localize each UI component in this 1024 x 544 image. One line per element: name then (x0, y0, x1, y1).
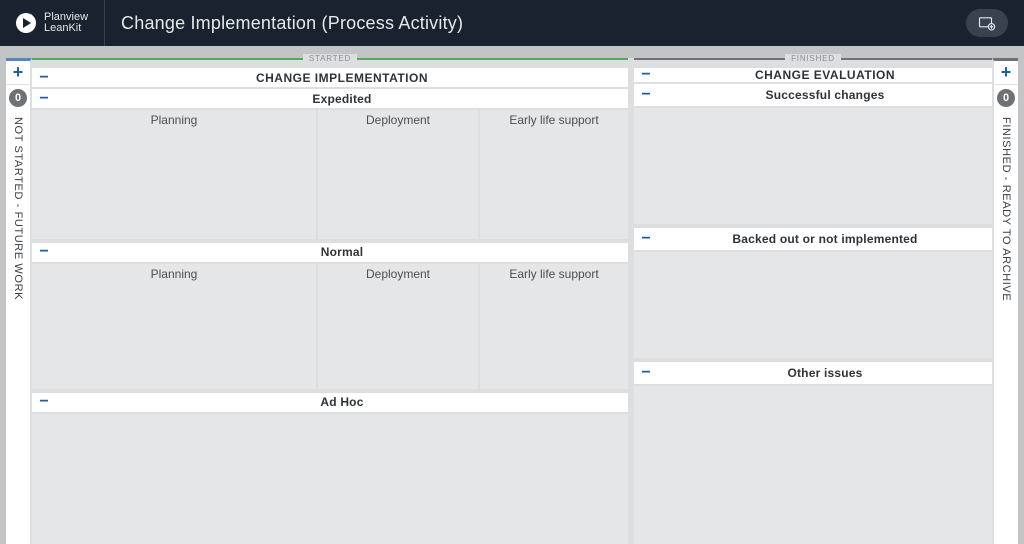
collapse-eval-section-button[interactable]: − (634, 367, 658, 379)
adhoc-body[interactable] (32, 414, 628, 544)
rail-finished: + 0 FINISHED - READY TO ARCHIVE (992, 58, 1018, 544)
column-header: Deployment (318, 110, 480, 129)
collapse-normal-button[interactable]: − (32, 246, 56, 258)
adhoc-title: Ad Hoc (56, 395, 628, 409)
column-body[interactable] (32, 129, 318, 239)
eval-section-title: Successful changes (658, 88, 992, 102)
status-tab-started: STARTED (32, 58, 628, 68)
column-body[interactable] (32, 283, 318, 389)
column-body[interactable] (480, 129, 628, 239)
collapse-evaluation-button[interactable]: − (634, 69, 658, 81)
lane-change-evaluation: − CHANGE EVALUATION −Successful changes−… (634, 68, 992, 544)
collapse-eval-section-button[interactable]: − (634, 89, 658, 101)
lane-implementation-title: CHANGE IMPLEMENTATION (56, 71, 628, 85)
eval-section-body[interactable] (634, 252, 992, 358)
column-header: Planning (32, 264, 318, 283)
column-body[interactable] (480, 283, 628, 389)
rail-not-started: + 0 NOT STARTED - FUTURE WORK (6, 58, 32, 544)
page-title: Change Implementation (Process Activity) (105, 13, 463, 34)
expedited-title: Expedited (56, 92, 628, 106)
lane-change-implementation: − CHANGE IMPLEMENTATION − Expedited Plan… (32, 68, 628, 544)
normal-title: Normal (56, 245, 628, 259)
finished-count: 0 (997, 89, 1015, 107)
collapse-eval-section-button[interactable]: − (634, 233, 658, 245)
add-card-button[interactable] (966, 9, 1008, 37)
status-tab-finished: FINISHED (634, 58, 992, 68)
collapse-expedited-button[interactable]: − (32, 93, 56, 105)
rail-finished-label: FINISHED - READY TO ARCHIVE (1000, 117, 1012, 301)
board: + 0 NOT STARTED - FUTURE WORK STARTED FI… (6, 58, 1018, 544)
status-started-label: STARTED (303, 54, 357, 63)
lane-evaluation-title: CHANGE EVALUATION (658, 68, 992, 82)
brand-text-bottom: LeanKit (44, 23, 88, 34)
column-header: Early life support (480, 110, 628, 129)
add-card-icon (978, 15, 996, 31)
eval-section-body[interactable] (634, 386, 992, 544)
column-header: Planning (32, 110, 318, 129)
brand-play-icon (16, 13, 36, 33)
rail-not-started-label: NOT STARTED - FUTURE WORK (12, 117, 24, 300)
expand-not-started-button[interactable]: + (6, 61, 30, 85)
status-finished-label: FINISHED (785, 54, 841, 63)
column-header: Early life support (480, 264, 628, 283)
eval-section-title: Other issues (658, 366, 992, 380)
collapse-implementation-button[interactable]: − (32, 72, 56, 84)
column-body[interactable] (318, 129, 480, 239)
column-header: Deployment (318, 264, 480, 283)
brand: Planview LeanKit (16, 0, 105, 46)
collapse-adhoc-button[interactable]: − (32, 396, 56, 408)
not-started-count: 0 (9, 89, 27, 107)
eval-section-title: Backed out or not implemented (658, 232, 992, 246)
expand-finished-button[interactable]: + (994, 61, 1018, 85)
eval-section-body[interactable] (634, 108, 992, 224)
column-body[interactable] (318, 283, 480, 389)
